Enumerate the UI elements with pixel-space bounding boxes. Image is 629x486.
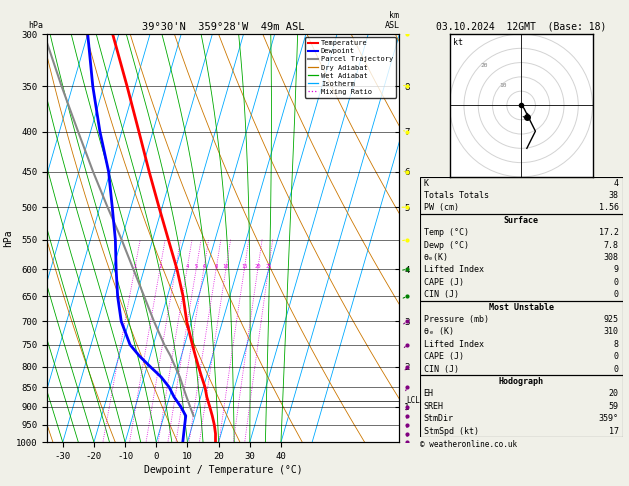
Text: 359°: 359° [599, 414, 619, 423]
Text: 1.56: 1.56 [599, 204, 619, 212]
Text: PW (cm): PW (cm) [423, 204, 459, 212]
Y-axis label: hPa: hPa [3, 229, 13, 247]
Text: Temp (°C): Temp (°C) [423, 228, 469, 237]
Text: hPa: hPa [29, 21, 43, 30]
Text: 38: 38 [609, 191, 619, 200]
Text: Dewp (°C): Dewp (°C) [423, 241, 469, 250]
Text: © weatheronline.co.uk: © weatheronline.co.uk [420, 440, 516, 449]
Text: EH: EH [423, 389, 433, 399]
Text: kt: kt [452, 38, 462, 47]
Text: 9: 9 [614, 265, 619, 275]
Text: 59: 59 [609, 402, 619, 411]
Text: 25: 25 [265, 264, 272, 269]
Text: 4: 4 [614, 179, 619, 188]
Text: SREH: SREH [423, 402, 443, 411]
Text: 10: 10 [499, 83, 506, 88]
Text: θₑ (K): θₑ (K) [423, 328, 454, 336]
Text: θₑ(K): θₑ(K) [423, 253, 448, 262]
Bar [420, 214, 623, 301]
Text: Lifted Index: Lifted Index [423, 340, 484, 349]
Legend: Temperature, Dewpoint, Parcel Trajectory, Dry Adiabat, Wet Adiabat, Isotherm, Mi: Temperature, Dewpoint, Parcel Trajectory… [305, 37, 396, 98]
Text: 0: 0 [614, 278, 619, 287]
Text: Most Unstable: Most Unstable [489, 303, 554, 312]
Text: 4: 4 [186, 264, 189, 269]
Text: LCL: LCL [406, 397, 420, 405]
Text: 03.10.2024  12GMT  (Base: 18): 03.10.2024 12GMT (Base: 18) [436, 21, 606, 32]
Text: 8: 8 [614, 340, 619, 349]
Text: 2: 2 [159, 264, 162, 269]
Text: StmSpd (kt): StmSpd (kt) [423, 427, 479, 435]
Text: 0: 0 [614, 352, 619, 361]
Text: Surface: Surface [504, 216, 538, 225]
Text: 10: 10 [223, 264, 229, 269]
Text: 20: 20 [480, 63, 487, 68]
Text: 17.2: 17.2 [599, 228, 619, 237]
Text: Totals Totals: Totals Totals [423, 191, 489, 200]
Text: 925: 925 [604, 315, 619, 324]
Text: 0: 0 [614, 290, 619, 299]
Text: 20: 20 [609, 389, 619, 399]
Text: Pressure (mb): Pressure (mb) [423, 315, 489, 324]
Title: 39°30'N  359°28'W  49m ASL: 39°30'N 359°28'W 49m ASL [142, 22, 304, 32]
Text: StmDir: StmDir [423, 414, 454, 423]
Text: CAPE (J): CAPE (J) [423, 278, 464, 287]
Text: Lifted Index: Lifted Index [423, 265, 484, 275]
Text: CIN (J): CIN (J) [423, 290, 459, 299]
Text: 308: 308 [604, 253, 619, 262]
Text: 15: 15 [241, 264, 248, 269]
X-axis label: Dewpoint / Temperature (°C): Dewpoint / Temperature (°C) [144, 465, 303, 475]
Text: 1: 1 [133, 264, 136, 269]
Text: 17: 17 [609, 427, 619, 435]
Text: km
ASL: km ASL [384, 11, 399, 30]
Text: 7.8: 7.8 [604, 241, 619, 250]
Text: CIN (J): CIN (J) [423, 364, 459, 374]
Text: 20: 20 [255, 264, 261, 269]
Text: 5: 5 [194, 264, 198, 269]
Bar [420, 301, 623, 375]
Bar [420, 177, 623, 214]
Text: 6: 6 [202, 264, 206, 269]
Text: 310: 310 [604, 328, 619, 336]
Text: 0: 0 [614, 364, 619, 374]
Text: Hodograph: Hodograph [499, 377, 543, 386]
Text: 8: 8 [214, 264, 218, 269]
Text: K: K [423, 179, 428, 188]
Bar [420, 375, 623, 437]
Text: 3: 3 [174, 264, 177, 269]
Text: CAPE (J): CAPE (J) [423, 352, 464, 361]
